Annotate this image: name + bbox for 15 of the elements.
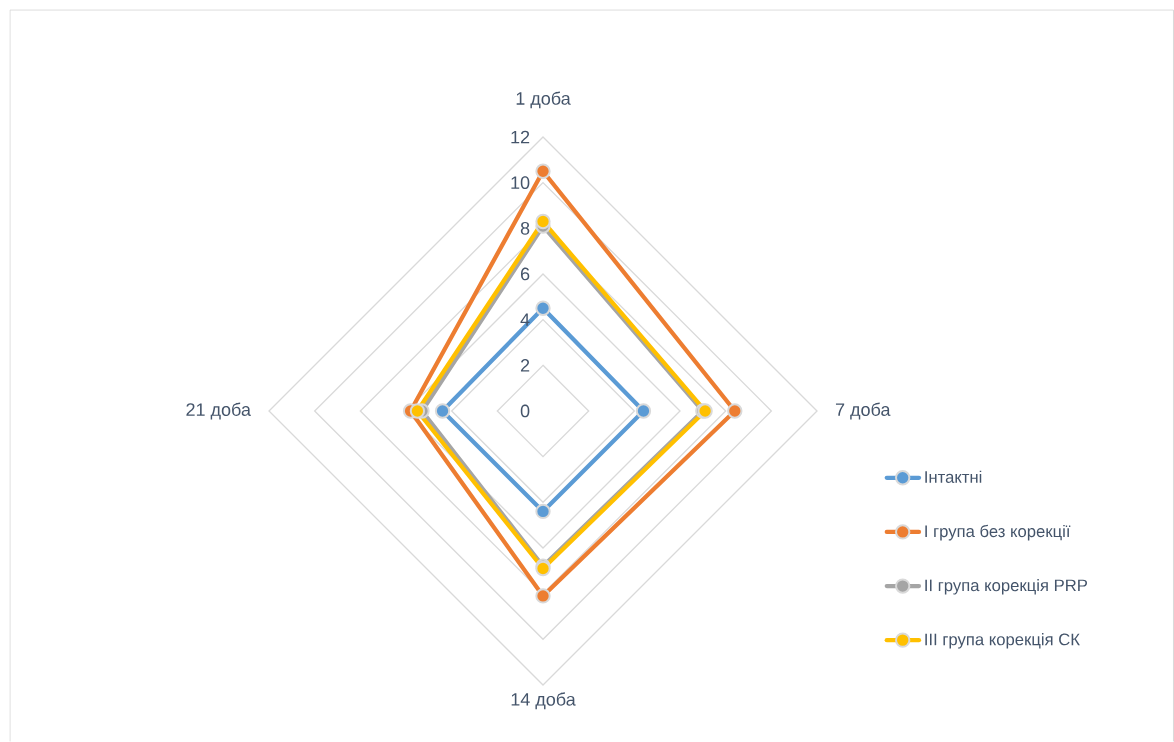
y-tick-label: 12 bbox=[511, 130, 530, 144]
spoke-label: 7 доба bbox=[835, 402, 891, 420]
legend-label: І група без корекції bbox=[925, 524, 1071, 541]
y-tick-label: 2 bbox=[520, 359, 530, 372]
legend-label: ІІ група корекція PRP bbox=[925, 579, 1088, 595]
y-tick-label: 8 bbox=[520, 221, 530, 235]
legend-label: Інтактні bbox=[925, 470, 982, 483]
y-tick-label: 6 bbox=[520, 267, 530, 281]
spoke-label: 1 доба bbox=[516, 91, 571, 109]
y-tick-label: 0 bbox=[520, 404, 530, 418]
spoke-label: 21 доба bbox=[186, 402, 251, 420]
y-tick-label: 4 bbox=[520, 313, 530, 326]
legend-label: ІІІ група корекція СК bbox=[925, 633, 1080, 649]
spoke-label: 14 доба bbox=[511, 692, 576, 710]
y-tick-label: 10 bbox=[511, 176, 530, 190]
